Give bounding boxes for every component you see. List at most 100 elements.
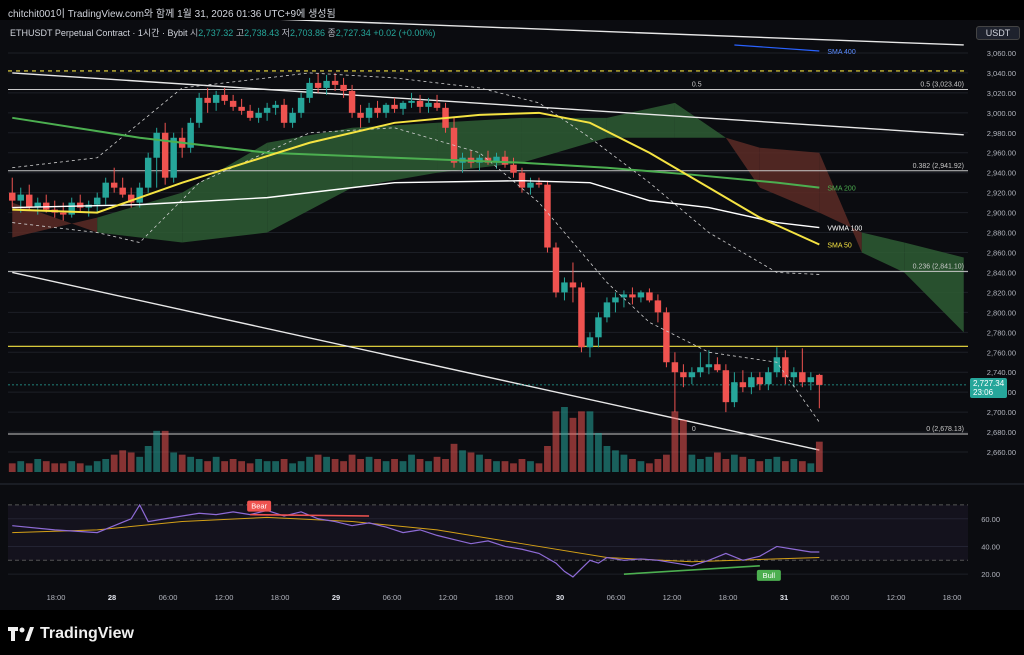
candle-body [544, 184, 551, 248]
chart-canvas[interactable]: 0.5 (3,023.40) 0.382 (2,941.92) 0.236 (2,8… [0, 20, 1024, 610]
candle-body [578, 287, 585, 348]
candle [578, 282, 585, 353]
rsi-tick-label: 60.00 [981, 515, 1000, 524]
candle [603, 297, 611, 323]
candle [569, 262, 577, 303]
candle [306, 77, 313, 103]
candle [204, 87, 211, 113]
candle-body [620, 294, 628, 298]
volume-bar [561, 407, 568, 472]
candle [272, 100, 279, 115]
candle [391, 97, 398, 113]
price-tick-label: 2,880.00 [987, 229, 1016, 238]
candle [544, 180, 551, 253]
divergence-line [623, 565, 760, 575]
candle [629, 287, 636, 305]
candle [153, 127, 160, 188]
volume-bar [170, 452, 178, 472]
volume-bar [399, 461, 407, 472]
volume-bar [680, 420, 687, 472]
candle-body [484, 157, 492, 163]
candle [705, 350, 713, 375]
currency-button[interactable]: USDT [976, 26, 1020, 40]
candle-body [170, 137, 177, 178]
volume-bar [612, 450, 619, 472]
candle [612, 292, 619, 313]
currency-label: USDT [985, 28, 1011, 38]
volume-bar [459, 450, 466, 472]
volume-bar [688, 454, 696, 472]
volume-bar [646, 463, 653, 472]
sma200-line [12, 116, 820, 189]
candle-body [612, 297, 619, 303]
price-tick-label: 3,000.00 [987, 109, 1016, 118]
candle [297, 92, 305, 118]
chart-snapshot-caption: chitchit001이 TradingView.com와 함께 1월 31, … [8, 9, 336, 20]
candle-body [323, 80, 330, 88]
rsi-tick-label: 40.00 [981, 542, 1000, 551]
price-tick-label: 2,800.00 [987, 308, 1016, 317]
volume-bar [416, 459, 424, 472]
candle-body [76, 202, 84, 208]
candle [280, 98, 288, 128]
fib-level-label: 0 (2,678.13) [926, 426, 964, 433]
volume-bar [246, 463, 254, 472]
candle [170, 132, 177, 183]
ohlc-legend: ETHUSDT Perpetual Contract · 1시간 · Bybit… [10, 26, 435, 39]
volume-bar [569, 417, 577, 472]
divergence-badge [756, 569, 781, 581]
candle-body [340, 84, 347, 91]
candle [595, 312, 602, 348]
candle [722, 364, 730, 413]
candle [688, 367, 696, 385]
legend-symbol[interactable]: ETHUSDT Perpetual Contract · 1시간 · Bybit [10, 28, 188, 38]
divergence-label: Bull [763, 571, 776, 580]
volume-bar [161, 430, 169, 472]
candle [510, 157, 517, 178]
candle-body [331, 80, 339, 85]
volume-bar [501, 461, 509, 472]
volume-bar [807, 463, 815, 472]
candle-body [297, 97, 305, 113]
volume-bar [314, 454, 322, 472]
volume-bar [815, 441, 823, 472]
price-tick-label: 2,980.00 [987, 129, 1016, 138]
candle [765, 367, 772, 391]
candle [331, 72, 339, 91]
candle-body [433, 102, 441, 108]
candle-body [34, 202, 41, 207]
volume-bar [221, 461, 229, 472]
volume-bar [382, 461, 390, 472]
volume-bar [756, 461, 764, 472]
volume-bar [357, 459, 364, 472]
candle-body [816, 374, 823, 385]
candle-body [603, 302, 611, 318]
volume-bar [51, 463, 59, 472]
candle [790, 367, 798, 388]
candle-body [799, 372, 806, 383]
volume-bar [518, 459, 526, 472]
divergence-label: Bear [251, 502, 267, 511]
volume-bar [280, 459, 288, 472]
volume-bar [238, 461, 246, 472]
volume-bar [637, 461, 645, 472]
candle [246, 104, 254, 121]
price-tick-label: 2,700.00 [987, 408, 1016, 417]
time-tick-label: 18:00 [495, 593, 514, 602]
candle-body [586, 337, 594, 348]
time-tick-label: 12:00 [663, 593, 682, 602]
time-tick-label: 12:00 [215, 593, 234, 602]
time-tick-label: 12:00 [439, 593, 458, 602]
rsi-ma-line [12, 516, 820, 563]
time-tick-label: 06:00 [607, 593, 626, 602]
volume-bar [331, 459, 339, 472]
candle-body [136, 187, 143, 203]
volume-bar [790, 459, 798, 472]
time-tick-label: 06:00 [831, 593, 850, 602]
volume-bar [544, 446, 551, 472]
candle-body [782, 357, 789, 378]
volume-bar [578, 411, 585, 472]
time-tick-label: 31 [780, 593, 788, 602]
candle [119, 177, 126, 198]
price-tick-label: 2,960.00 [987, 149, 1016, 158]
